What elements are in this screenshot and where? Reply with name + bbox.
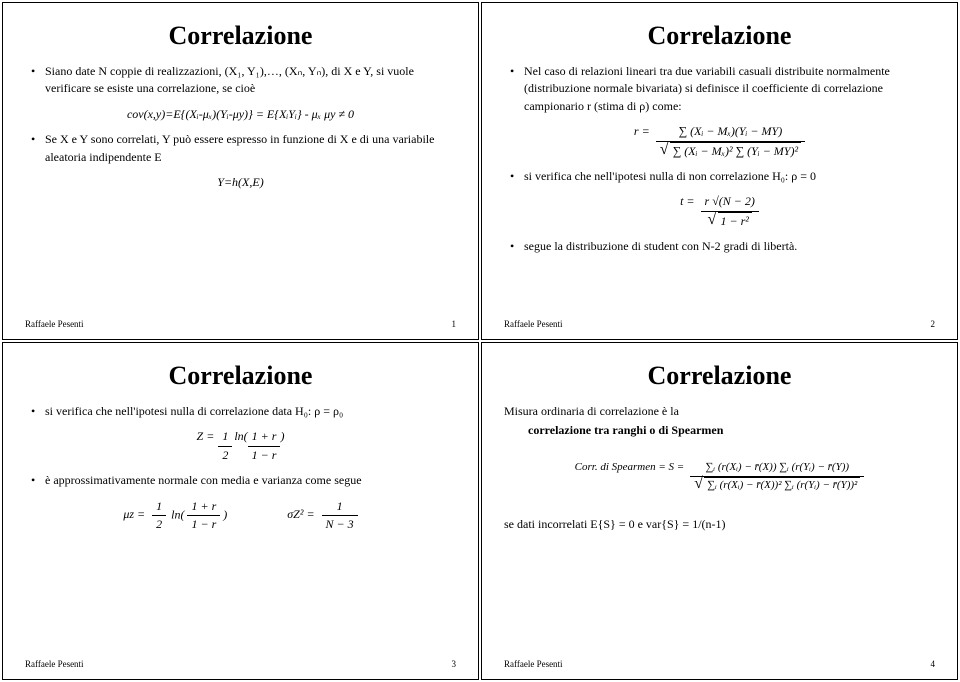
- slide-text: se dati incorrelati E{S} = 0 e var{S} = …: [504, 516, 935, 533]
- slide-body: Nel caso di relazioni lineari tra due va…: [504, 63, 935, 313]
- slide-text: correlazione tra ranghi o di Spearmen: [528, 422, 935, 439]
- slide-body: Siano date N coppie di realizzazioni, (X…: [25, 63, 456, 313]
- slide-footer: Raffaele Pesenti 2: [504, 319, 935, 329]
- slide-1: Correlazione Siano date N coppie di real…: [2, 2, 479, 340]
- page-number: 3: [452, 659, 457, 669]
- slide-bullet: Nel caso di relazioni lineari tra due va…: [510, 63, 935, 115]
- slide-bullet: è approssimativamente normale con media …: [31, 472, 456, 489]
- slide-title: Correlazione: [504, 361, 935, 391]
- slide-footer: Raffaele Pesenti 3: [25, 659, 456, 669]
- author-label: Raffaele Pesenti: [504, 659, 563, 669]
- slide-body: Misura ordinaria di correlazione è la co…: [504, 403, 935, 653]
- slide-bullet: si verifica che nell'ipotesi nulla di no…: [510, 168, 935, 185]
- slide-3: Correlazione si verifica che nell'ipotes…: [2, 342, 479, 680]
- author-label: Raffaele Pesenti: [504, 319, 563, 329]
- slide-footer: Raffaele Pesenti 1: [25, 319, 456, 329]
- equation-row: μz = 1 2 ln( 1 + r 1 − r ) σZ² = 1 N − 3: [25, 498, 456, 534]
- slide-title: Correlazione: [504, 21, 935, 51]
- equation: Y=h(X,E): [25, 174, 456, 191]
- slide-bullet: segue la distribuzione di student con N-…: [510, 238, 935, 255]
- equation: cov(x,y)=E{(Xᵢ-μₓ)(Yᵢ-μy)} = E{XᵢYᵢ} - μ…: [25, 106, 456, 123]
- slide-4: Correlazione Misura ordinaria di correla…: [481, 342, 958, 680]
- slide-body: si verifica che nell'ipotesi nulla di co…: [25, 403, 456, 653]
- equation: Z = 1 2 ln( 1 + r 1 − r ): [25, 428, 456, 464]
- slide-text: Misura ordinaria di correlazione è la: [504, 403, 935, 420]
- slide-title: Correlazione: [25, 361, 456, 391]
- page-number: 1: [452, 319, 457, 329]
- slide-footer: Raffaele Pesenti 4: [504, 659, 935, 669]
- equation: t = r √(N − 2) 1 − r²: [504, 193, 935, 230]
- slide-2: Correlazione Nel caso di relazioni linea…: [481, 2, 958, 340]
- equation: Corr. di Spearmen = S = ∑ᵢ (r(Xᵢ) − r̄(X…: [504, 460, 935, 494]
- slide-bullet: si verifica che nell'ipotesi nulla di co…: [31, 403, 456, 420]
- equation: r = ∑ (Xᵢ − Mₓ)(Yᵢ − MY) ∑ (Xᵢ − Mₓ)² ∑ …: [504, 123, 935, 160]
- slide-bullet: Se X e Y sono correlati, Y può essere es…: [31, 131, 456, 166]
- page-number: 2: [931, 319, 936, 329]
- author-label: Raffaele Pesenti: [25, 319, 84, 329]
- slide-title: Correlazione: [25, 21, 456, 51]
- page-number: 4: [931, 659, 936, 669]
- slide-bullet: Siano date N coppie di realizzazioni, (X…: [31, 63, 456, 98]
- author-label: Raffaele Pesenti: [25, 659, 84, 669]
